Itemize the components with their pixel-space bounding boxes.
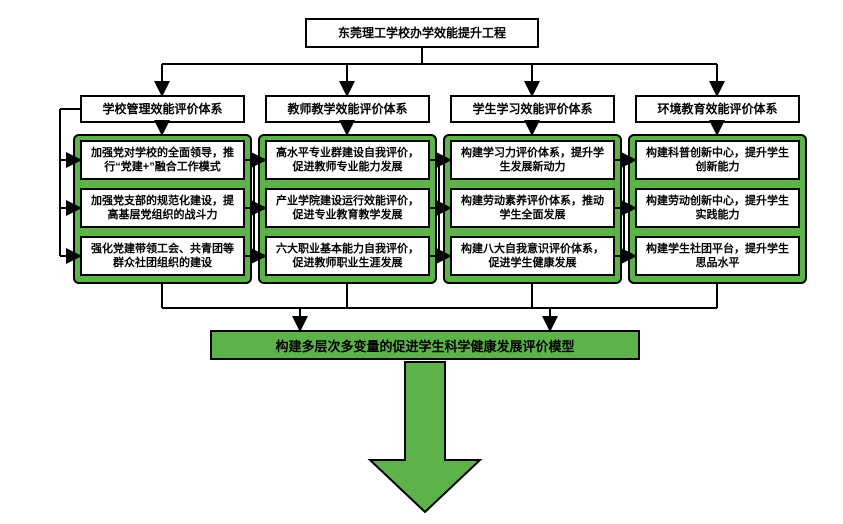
item-3-0-label: 构建科普创新中心，提升学生创新能力 [643, 146, 792, 175]
synthesis-label: 构建多层次多变量的促进学生科学健康发展评价模型 [275, 336, 574, 355]
root-box: 东莞理工学校办学效能提升工程 [305, 18, 539, 48]
item-2-2-label: 构建八大自我意识评价体系，促进学生健康发展 [458, 242, 607, 271]
item-1-1-label: 产业学院建设运行效能评价，促进专业教育教学发展 [273, 194, 422, 223]
item-3-1: 构建劳动创新中心，提升学生实践能力 [635, 188, 800, 228]
outcome-label: 学生阳光且自信地走向社会 [410, 372, 440, 466]
col-header-0: 学校管理效能评价体系 [80, 95, 245, 123]
col-header-3-label: 环境教育效能评价体系 [657, 101, 777, 117]
item-0-2-label: 强化党建带领工会、共青团等群众社团组织的建设 [88, 242, 237, 271]
item-1-0-label: 高水平专业群建设自我评价，促进教师专业能力发展 [273, 146, 422, 175]
outcome-text: 学生阳光且自信地走向社会 [413, 372, 437, 464]
root-title: 东莞理工学校办学效能提升工程 [338, 25, 506, 41]
item-2-2: 构建八大自我意识评价体系，促进学生健康发展 [450, 236, 615, 276]
item-0-0: 加强党对学校的全面领导，推行“党建+”融合工作模式 [80, 140, 245, 180]
item-3-1-label: 构建劳动创新中心，提升学生实践能力 [643, 194, 792, 223]
item-3-2-label: 构建学生社团平台，提升学生思品水平 [643, 242, 792, 271]
col-header-3: 环境教育效能评价体系 [635, 95, 800, 123]
item-0-0-label: 加强党对学校的全面领导，推行“党建+”融合工作模式 [88, 146, 237, 175]
item-2-0-label: 构建学习力评价体系，提升学生发展新动力 [458, 146, 607, 175]
item-2-1-label: 构建劳动素养评价体系，推动学生全面发展 [458, 194, 607, 223]
item-0-1-label: 加强党支部的规范化建设，提高基层党组织的战斗力 [88, 194, 237, 223]
item-1-2: 六大职业基本能力自我评价，促进教师职业生涯发展 [265, 236, 430, 276]
col-header-0-label: 学校管理效能评价体系 [102, 101, 222, 117]
item-0-1: 加强党支部的规范化建设，提高基层党组织的战斗力 [80, 188, 245, 228]
item-3-2: 构建学生社团平台，提升学生思品水平 [635, 236, 800, 276]
col-header-2: 学生学习效能评价体系 [450, 95, 615, 123]
item-3-0: 构建科普创新中心，提升学生创新能力 [635, 140, 800, 180]
item-1-0: 高水平专业群建设自我评价，促进教师专业能力发展 [265, 140, 430, 180]
item-1-1: 产业学院建设运行效能评价，促进专业教育教学发展 [265, 188, 430, 228]
item-2-0: 构建学习力评价体系，提升学生发展新动力 [450, 140, 615, 180]
item-2-1: 构建劳动素养评价体系，推动学生全面发展 [450, 188, 615, 228]
col-header-1-label: 教师教学效能评价体系 [287, 101, 407, 117]
col-header-2-label: 学生学习效能评价体系 [472, 101, 592, 117]
synthesis-bar: 构建多层次多变量的促进学生科学健康发展评价模型 [210, 330, 640, 360]
item-1-2-label: 六大职业基本能力自我评价，促进教师职业生涯发展 [273, 242, 422, 271]
item-0-2: 强化党建带领工会、共青团等群众社团组织的建设 [80, 236, 245, 276]
col-header-1: 教师教学效能评价体系 [265, 95, 430, 123]
